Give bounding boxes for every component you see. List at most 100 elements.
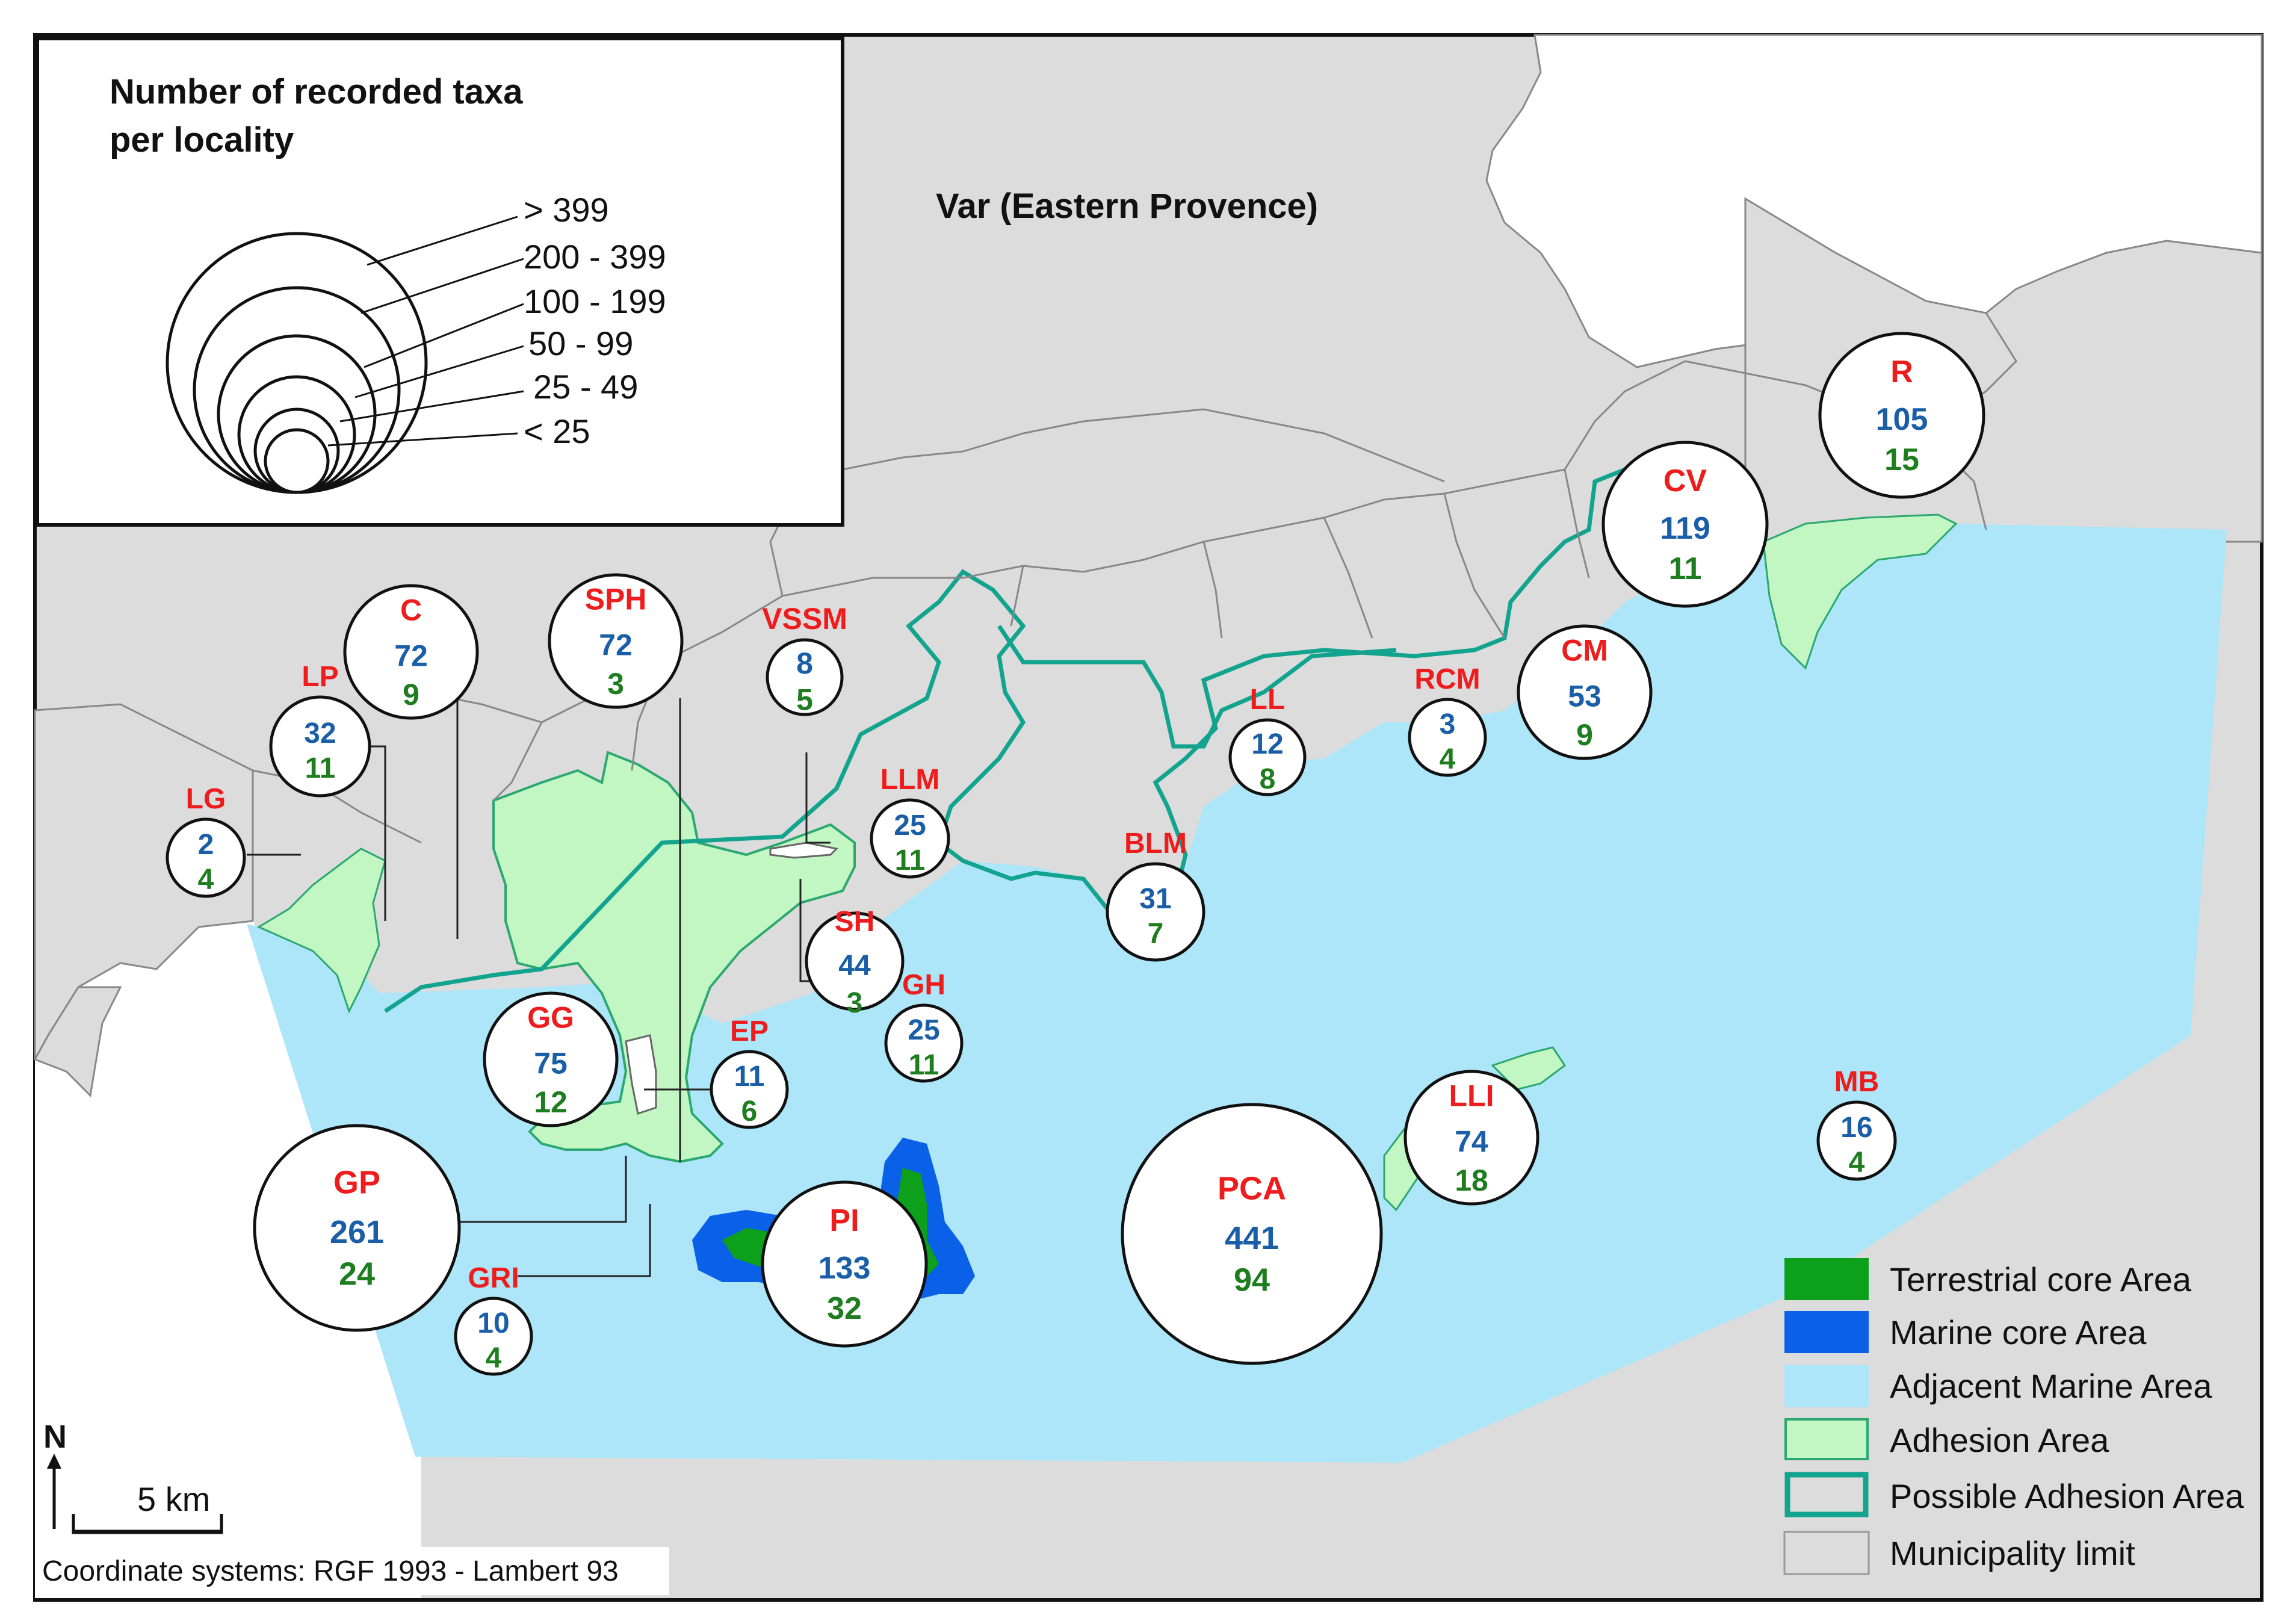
locality-terrestrial-count: 15 — [1884, 442, 1919, 477]
locality-code: GH — [902, 969, 945, 1001]
locality-terrestrial-count: 5 — [796, 683, 813, 717]
legend-label-adhesion: Adhesion Area — [1890, 1421, 2109, 1459]
locality-circle — [454, 1297, 533, 1376]
size-class-label-5: 25 - 49 — [533, 368, 638, 406]
legend-label-adjacent-marine: Adjacent Marine Area — [1890, 1367, 2212, 1405]
locality-circle — [761, 1180, 928, 1348]
locality-circle — [870, 798, 950, 879]
locality-r: R 105 15 — [1818, 332, 1985, 499]
locality-code: LLI — [1449, 1079, 1494, 1113]
locality-terrestrial-count: 11 — [1669, 551, 1702, 586]
locality-code: GG — [527, 1001, 574, 1035]
area-legend: Terrestrial core Area Marine core Area A… — [1783, 1258, 2244, 1575]
size-class-label-4: 50 - 99 — [528, 324, 633, 362]
locality-terrestrial-count: 11 — [895, 845, 926, 876]
size-legend: Number of recorded taxa per locality > 3… — [36, 37, 844, 527]
locality-ll: LL 128 — [1228, 684, 1307, 796]
locality-circle — [1121, 1103, 1383, 1365]
locality-pi: PI 133 32 — [761, 1180, 928, 1348]
size-legend-box — [36, 37, 844, 527]
locality-marine-count: 2 — [198, 829, 214, 861]
locality-terrestrial-count: 4 — [198, 864, 214, 896]
locality-code: MB — [1834, 1066, 1880, 1098]
locality-terrestrial-count: 4 — [486, 1342, 502, 1374]
legend-swatch-municipality — [1783, 1531, 1870, 1575]
locality-mb: MB 164 — [1816, 1066, 1897, 1181]
locality-marine-count: 31 — [1139, 883, 1171, 915]
locality-marine-count: 3 — [1440, 708, 1456, 740]
locality-code: C — [400, 594, 422, 627]
locality-cv: CV 119 11 — [1601, 441, 1769, 608]
locality-marine-count: 261 — [330, 1214, 384, 1250]
locality-code: GP — [333, 1165, 380, 1201]
locality-marine-count: 74 — [1455, 1125, 1488, 1159]
locality-terrestrial-count: 18 — [1455, 1164, 1488, 1197]
municipality-limits — [252, 312, 2017, 844]
locality-marine-count: 16 — [1840, 1112, 1872, 1144]
locality-circle — [483, 991, 619, 1127]
locality-code: SH — [835, 906, 875, 938]
locality-code: CM — [1561, 634, 1608, 668]
locality-circle — [766, 638, 844, 716]
locality-terrestrial-count: 94 — [1234, 1262, 1270, 1298]
locality-marine-count: 72 — [599, 628, 633, 662]
region-label: Var (Eastern Provence) — [936, 187, 1318, 226]
locality-marine-count: 32 — [304, 717, 336, 749]
legend-swatch-terrestrial-core — [1784, 1258, 1869, 1300]
locality-marine-count: 72 — [394, 639, 428, 673]
possible-adhesion-border-north — [997, 625, 1397, 749]
locality-code: BLM — [1124, 828, 1187, 860]
locality-rcm: RCM 34 — [1408, 663, 1487, 777]
coordinate-note-bg — [37, 1547, 669, 1595]
locality-vssm: VSSM 85 — [762, 602, 847, 717]
locality-circle — [1408, 698, 1487, 777]
locality-marine-count: 44 — [838, 950, 871, 982]
locality-code: LLM — [880, 764, 940, 796]
locality-llm: LLM 25 11 — [870, 764, 950, 879]
localities-layer: C729SPH723VSSM85LP3211LG24LLM2511BLM317L… — [166, 332, 1985, 1376]
legend-label-possible-adhesion: Possible Adhesion Area — [1890, 1477, 2244, 1515]
adhesion-area-west — [256, 848, 386, 1014]
locality-terrestrial-count: 7 — [1148, 918, 1164, 950]
legend-swatch-adhesion — [1784, 1418, 1869, 1460]
locality-terrestrial-count: 4 — [1849, 1147, 1865, 1179]
locality-marine-count: 119 — [1660, 511, 1710, 546]
locality-terrestrial-count: 32 — [827, 1291, 862, 1326]
land-west-islets — [33, 986, 122, 1098]
salt-marsh-islet — [625, 1034, 657, 1115]
north-label: N — [43, 1419, 67, 1455]
size-legend-title-line2: per locality — [110, 120, 294, 160]
locality-circle — [1106, 862, 1205, 962]
locality-marine-count: 8 — [796, 646, 813, 680]
legend-label-municipality: Municipality limit — [1890, 1534, 2135, 1572]
scale-bar: 5 km — [72, 1480, 223, 1534]
locality-c: C 72 9 — [343, 584, 479, 720]
locality-blm: BLM 317 — [1106, 828, 1205, 962]
locality-code: LL — [1250, 684, 1286, 716]
locality-terrestrial-count: 6 — [741, 1096, 758, 1127]
locality-terrestrial-count: 3 — [847, 987, 863, 1019]
locality-code: PI — [829, 1203, 859, 1238]
locality-circle — [269, 695, 371, 798]
size-legend-leaders — [327, 215, 524, 447]
locality-pca: PCA 441 94 — [1121, 1103, 1383, 1365]
locality-marine-count: 25 — [894, 810, 926, 841]
locality-marine-count: 25 — [908, 1014, 939, 1046]
locality-circle — [1601, 441, 1769, 608]
locality-marine-count: 10 — [477, 1307, 509, 1339]
adhesion-area-east — [1762, 513, 1958, 670]
size-class-label-1: > 399 — [524, 191, 609, 229]
legend-swatch-possible-adhesion — [1784, 1472, 1869, 1517]
locality-code: LP — [302, 661, 338, 693]
locality-terrestrial-count: 24 — [339, 1256, 375, 1292]
size-legend-circles — [166, 232, 428, 494]
coordinate-note: Coordinate systems: RGF 1993 - Lambert 9… — [42, 1555, 619, 1587]
legend-swatch-marine-core — [1784, 1311, 1869, 1353]
locality-code: SPH — [585, 583, 647, 616]
locality-marine-count: 53 — [1568, 680, 1601, 713]
locality-terrestrial-count: 11 — [909, 1049, 939, 1081]
locality-terrestrial-count: 12 — [534, 1085, 568, 1119]
locality-marine-count: 11 — [734, 1061, 765, 1092]
size-class-label-3: 100 - 199 — [524, 282, 666, 320]
